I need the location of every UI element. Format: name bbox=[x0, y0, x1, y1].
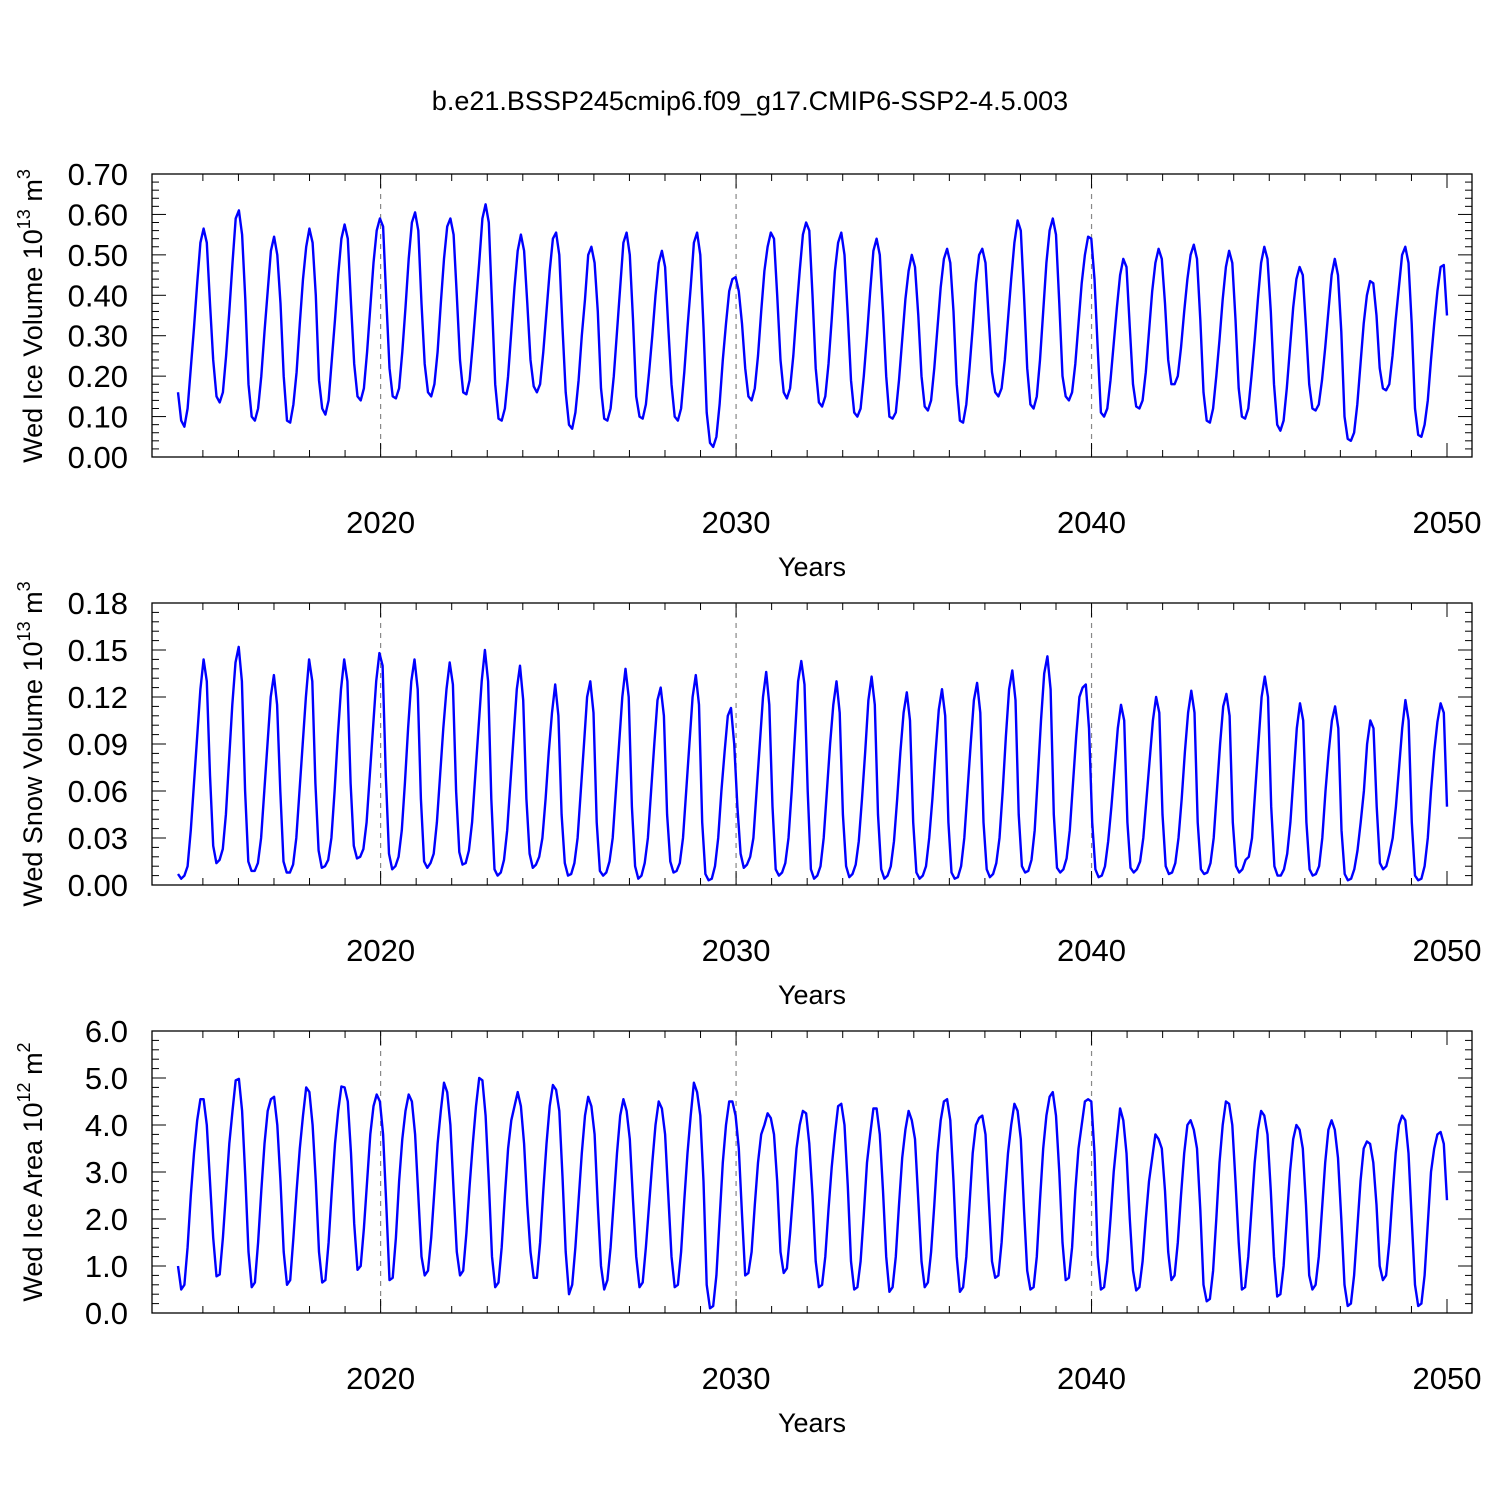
x-axis-label: Years bbox=[778, 980, 846, 1010]
figure-title: b.e21.BSSP245cmip6.f09_g17.CMIP6-SSP2-4.… bbox=[432, 86, 1068, 116]
y-axis-label-text: m bbox=[18, 179, 48, 209]
series-line bbox=[176, 203, 1449, 449]
y-tick-label: 1.0 bbox=[85, 1249, 128, 1284]
y-tick-label: 0.00 bbox=[68, 440, 128, 475]
y-tick-label: 0.09 bbox=[68, 727, 128, 762]
y-axis-label-text: m bbox=[18, 591, 48, 621]
x-tick-label: 2020 bbox=[346, 1361, 415, 1396]
y-axis-label: Wed Ice Volume 1013 m3 bbox=[14, 169, 48, 463]
x-tick-label: 2050 bbox=[1413, 505, 1482, 540]
y-tick-label: 0.06 bbox=[68, 774, 128, 809]
x-tick-label: 2040 bbox=[1057, 1361, 1126, 1396]
x-tick-label: 2030 bbox=[702, 505, 771, 540]
x-axis-label: Years bbox=[778, 552, 846, 582]
y-tick-label: 0.12 bbox=[68, 680, 128, 715]
x-tick-label: 2050 bbox=[1413, 1361, 1482, 1396]
x-tick-label: 2030 bbox=[702, 1361, 771, 1396]
y-tick-label: 0.10 bbox=[68, 400, 128, 435]
x-axis-label: Years bbox=[778, 1408, 846, 1438]
x-tick-label: 2020 bbox=[346, 505, 415, 540]
y-tick-label: 0.50 bbox=[68, 238, 128, 273]
series-line bbox=[176, 1076, 1449, 1310]
y-axis-label-exponent: 12 bbox=[14, 1082, 34, 1102]
x-tick-label: 2050 bbox=[1413, 933, 1482, 968]
y-axis-label-text: Wed Ice Area 10 bbox=[18, 1102, 48, 1301]
x-tick-label: 2030 bbox=[702, 933, 771, 968]
y-axis-label: Wed Ice Area 1012 m2 bbox=[14, 1042, 48, 1301]
y-axis-label-exponent: 3 bbox=[14, 169, 34, 179]
y-tick-label: 3.0 bbox=[85, 1155, 128, 1190]
y-tick-label: 4.0 bbox=[85, 1108, 128, 1143]
y-tick-label: 6.0 bbox=[85, 1014, 128, 1049]
plot-frame bbox=[151, 173, 1473, 458]
y-tick-label: 0.03 bbox=[68, 821, 128, 856]
y-axis-label-exponent: 3 bbox=[14, 581, 34, 591]
panel-2: 2020 2030 2040 2050 Years 0.00 0.03 0.06 0.09 0.1… bbox=[14, 581, 1481, 1010]
y-axis-label-exponent: 2 bbox=[14, 1042, 34, 1052]
y-tick-label: 0.0 bbox=[85, 1296, 128, 1331]
panel-3: 2020 2030 2040 2050 Years 0.0 1.0 2.0 3.0 4.0 5.0 6… bbox=[14, 1014, 1481, 1438]
y-tick-label: 0.60 bbox=[68, 197, 128, 232]
y-tick-label: 0.40 bbox=[68, 278, 128, 313]
y-tick-label: 0.30 bbox=[68, 319, 128, 354]
x-tick-label: 2040 bbox=[1057, 505, 1126, 540]
y-axis-label-text: Wed Snow Volume 10 bbox=[18, 641, 48, 906]
y-tick-label: 0.20 bbox=[68, 359, 128, 394]
y-tick-label: 0.70 bbox=[68, 157, 128, 192]
y-tick-label: 0.18 bbox=[68, 586, 128, 621]
y-axis-label-exponent: 13 bbox=[14, 209, 34, 229]
x-tick-label: 2020 bbox=[346, 933, 415, 968]
y-tick-label: 2.0 bbox=[85, 1202, 128, 1237]
series-line bbox=[177, 645, 1449, 882]
y-axis-label-text: m bbox=[18, 1052, 48, 1082]
panel-1: 2020 2030 2040 2050 Years 0.00 0.10 0.20 0.30 0.4… bbox=[14, 157, 1481, 582]
y-tick-label: 0.15 bbox=[68, 633, 128, 668]
y-axis-label: Wed Snow Volume 1013 m3 bbox=[14, 581, 48, 906]
y-tick-label: 0.00 bbox=[68, 868, 128, 903]
y-tick-label: 5.0 bbox=[85, 1061, 128, 1096]
x-tick-label: 2040 bbox=[1057, 933, 1126, 968]
y-axis-label-exponent: 13 bbox=[14, 621, 34, 641]
y-axis-label-text: Wed Ice Volume 10 bbox=[18, 229, 48, 463]
